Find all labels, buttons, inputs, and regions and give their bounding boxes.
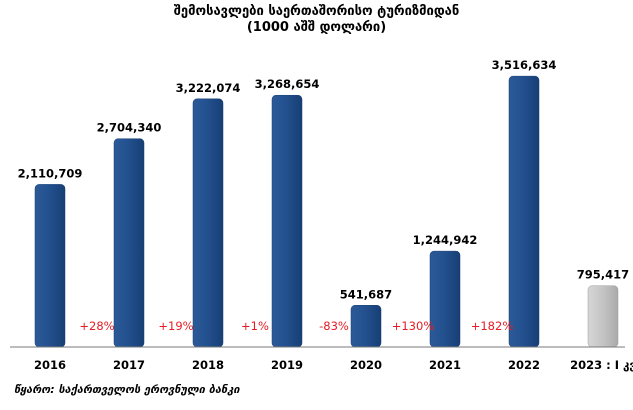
x-tick-label: 2016 bbox=[34, 358, 66, 372]
growth-label: -83% bbox=[319, 319, 349, 333]
growth-label: +182% bbox=[471, 319, 514, 333]
bar-value-label: 1,244,942 bbox=[413, 233, 478, 247]
chart-title: შემოსავლები საერთაშორისო ტურიზმიდან bbox=[173, 4, 460, 19]
growth-label: +130% bbox=[392, 319, 435, 333]
bar-2018 bbox=[192, 98, 224, 348]
bars-layer bbox=[34, 75, 619, 348]
bar-2019 bbox=[271, 94, 303, 348]
labels-layer: 2,110,709 2016 2,704,340 2017 3,222,074 2018 3… bbox=[18, 58, 633, 372]
bar-2017 bbox=[113, 138, 145, 348]
bar-2021 bbox=[429, 250, 461, 348]
x-tick-label: 2020 bbox=[350, 358, 382, 372]
x-tick-label: 2023 : I კვ bbox=[570, 358, 633, 372]
x-tick-label: 2021 bbox=[429, 358, 461, 372]
x-tick-label: 2018 bbox=[192, 358, 224, 372]
bar-value-label: 3,516,634 bbox=[492, 58, 557, 72]
growth-label: +1% bbox=[241, 319, 269, 333]
bar-value-label: 3,222,074 bbox=[176, 81, 241, 95]
growth-label: +28% bbox=[79, 319, 114, 333]
chart-title-block: შემოსავლები საერთაშორისო ტურიზმიდან (100… bbox=[0, 4, 633, 36]
chart-subtitle: (1000 აშშ დოლარი) bbox=[246, 20, 387, 35]
x-tick-label: 2019 bbox=[271, 358, 303, 372]
x-tick-label: 2022 bbox=[508, 358, 540, 372]
growth-label: +19% bbox=[158, 319, 193, 333]
bar-2020 bbox=[350, 305, 382, 348]
bar-value-label: 3,268,654 bbox=[255, 77, 320, 91]
bar-2022 bbox=[508, 75, 540, 348]
x-tick-label: 2017 bbox=[113, 358, 145, 372]
bar-value-label: 795,417 bbox=[577, 268, 629, 282]
bar-value-label: 2,110,709 bbox=[18, 166, 83, 180]
chart-source: წყარო: საქართველოს ეროვნული ბანკი bbox=[14, 383, 240, 396]
bar-value-label: 541,687 bbox=[340, 287, 392, 301]
bar-value-label: 2,704,340 bbox=[97, 121, 162, 135]
bar-2016 bbox=[34, 184, 66, 348]
bar-2023 : I კვ bbox=[587, 285, 619, 348]
